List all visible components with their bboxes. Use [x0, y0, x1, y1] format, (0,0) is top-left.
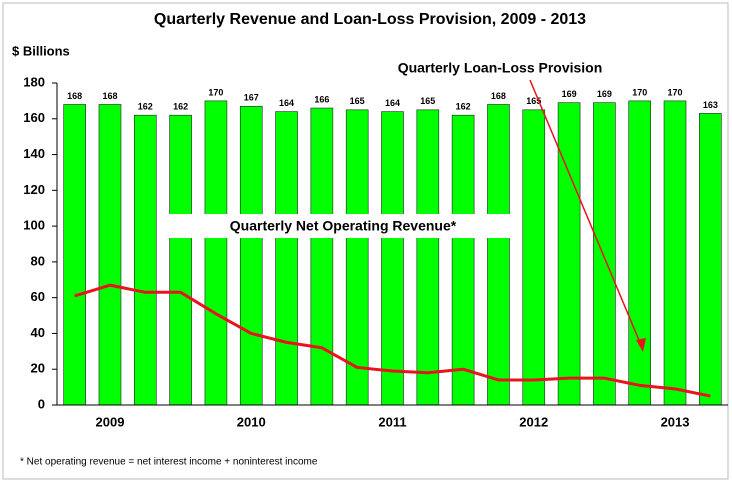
bar — [345, 109, 369, 406]
y-tick-label: 80 — [31, 253, 45, 268]
y-tick-label: 40 — [31, 325, 45, 340]
y-tick-label: 140 — [23, 146, 45, 161]
data-label: 166 — [314, 94, 329, 104]
bar — [487, 104, 510, 406]
footnote: * Net operating revenue = net interest i… — [20, 457, 318, 468]
data-label: 165 — [526, 96, 541, 106]
data-label: 163 — [703, 100, 718, 110]
bar — [239, 105, 263, 406]
bar — [593, 102, 616, 406]
x-tick-label: 2011 — [378, 414, 406, 429]
data-label: 168 — [67, 91, 82, 101]
data-label: 164 — [385, 98, 400, 108]
bar — [169, 114, 192, 406]
bar — [451, 114, 475, 406]
chart-title: Quarterly Revenue and Loan-Loss Provisio… — [154, 11, 586, 28]
series-label: Quarterly Net Operating Revenue* — [230, 218, 457, 234]
bar — [522, 109, 546, 406]
bar — [310, 107, 334, 406]
data-label: 169 — [562, 89, 577, 99]
bar — [275, 111, 298, 406]
bar — [204, 100, 228, 406]
y-tick-label: 0 — [38, 396, 45, 411]
data-label: 170 — [208, 87, 223, 97]
x-tick-label: 2010 — [237, 414, 266, 429]
data-label: 170 — [668, 87, 683, 97]
data-label: 164 — [279, 98, 294, 108]
y-tick-label: 180 — [23, 74, 45, 89]
y-axis-label: $ Billions — [12, 43, 70, 58]
label-box — [168, 214, 518, 238]
x-tick-label: 2012 — [519, 414, 548, 429]
y-tick-label: 20 — [31, 361, 45, 376]
data-label: 162 — [138, 102, 153, 112]
data-label: 167 — [244, 93, 259, 103]
x-tick-label: 2013 — [661, 414, 690, 429]
data-label: 168 — [102, 91, 117, 101]
bar — [699, 113, 722, 406]
bar — [133, 114, 157, 406]
data-label: 169 — [597, 89, 612, 99]
bar — [663, 100, 687, 406]
y-tick-label: 160 — [23, 110, 45, 125]
y-tick-label: 60 — [31, 289, 45, 304]
arrow — [529, 79, 642, 346]
data-label: 165 — [420, 96, 435, 106]
bar — [557, 102, 581, 406]
data-label: 165 — [350, 96, 365, 106]
y-tick-label: 120 — [23, 182, 45, 197]
bar — [381, 111, 404, 406]
bar — [63, 104, 86, 406]
x-tick-label: 2009 — [96, 414, 125, 429]
data-label: 170 — [632, 87, 647, 97]
data-label: 168 — [491, 91, 506, 101]
y-tick-label: 100 — [23, 218, 45, 233]
series-label: Quarterly Loan-Loss Provision — [398, 60, 603, 76]
bar — [98, 104, 122, 406]
data-label: 162 — [173, 102, 188, 112]
bar — [416, 109, 440, 406]
bar — [628, 100, 652, 406]
arrow-head — [636, 338, 646, 352]
data-label: 162 — [456, 102, 471, 112]
line — [74, 283, 711, 398]
